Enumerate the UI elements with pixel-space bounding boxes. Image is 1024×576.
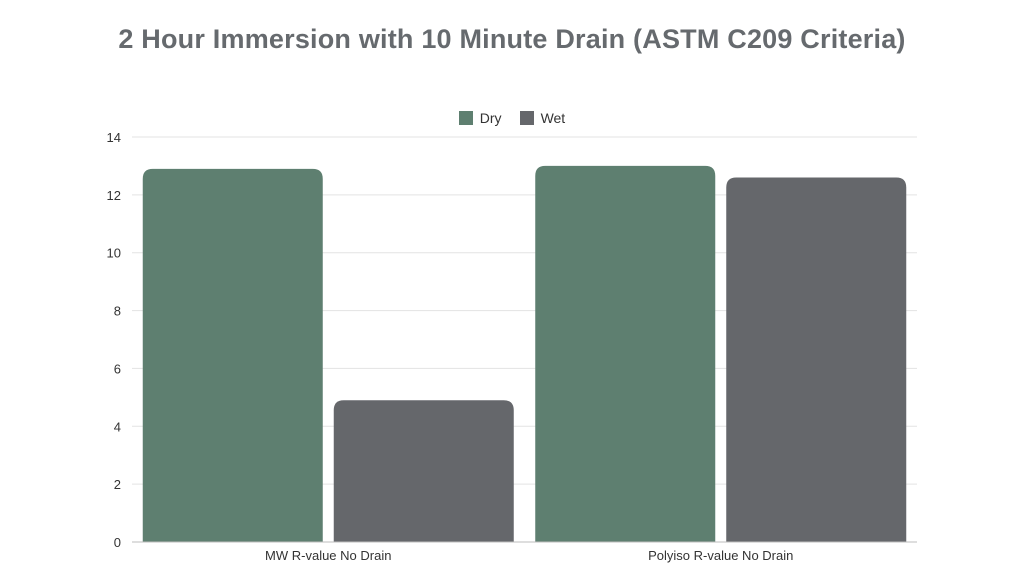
bar-wet-1 xyxy=(726,177,907,542)
chart-title: 2 Hour Immersion with 10 Minute Drain (A… xyxy=(118,24,906,54)
y-tick-label: 10 xyxy=(107,246,121,261)
y-tick-label: 0 xyxy=(114,535,121,550)
y-tick-label: 4 xyxy=(114,419,121,434)
legend-item-wet: Wet xyxy=(519,110,566,126)
y-tick-label: 2 xyxy=(114,477,121,492)
y-tick-label: 14 xyxy=(107,130,121,145)
legend-swatch-wet xyxy=(519,111,534,125)
bar-dry-1 xyxy=(535,165,716,542)
x-tick-label: Polyiso R-value No Drain xyxy=(648,548,793,563)
legend-label-dry: Dry xyxy=(479,110,502,126)
x-tick-label: MW R-value No Drain xyxy=(265,548,391,563)
legend-item-dry: Dry xyxy=(458,110,502,126)
y-tick-label: 8 xyxy=(114,304,121,319)
y-tick-label: 12 xyxy=(107,188,121,203)
legend: Dry Wet xyxy=(0,110,1024,126)
y-tick-label: 6 xyxy=(114,361,121,376)
bar-dry-0 xyxy=(142,168,323,543)
bar-wet-0 xyxy=(333,400,514,542)
legend-swatch-dry xyxy=(458,111,473,125)
legend-label-wet: Wet xyxy=(540,110,566,126)
